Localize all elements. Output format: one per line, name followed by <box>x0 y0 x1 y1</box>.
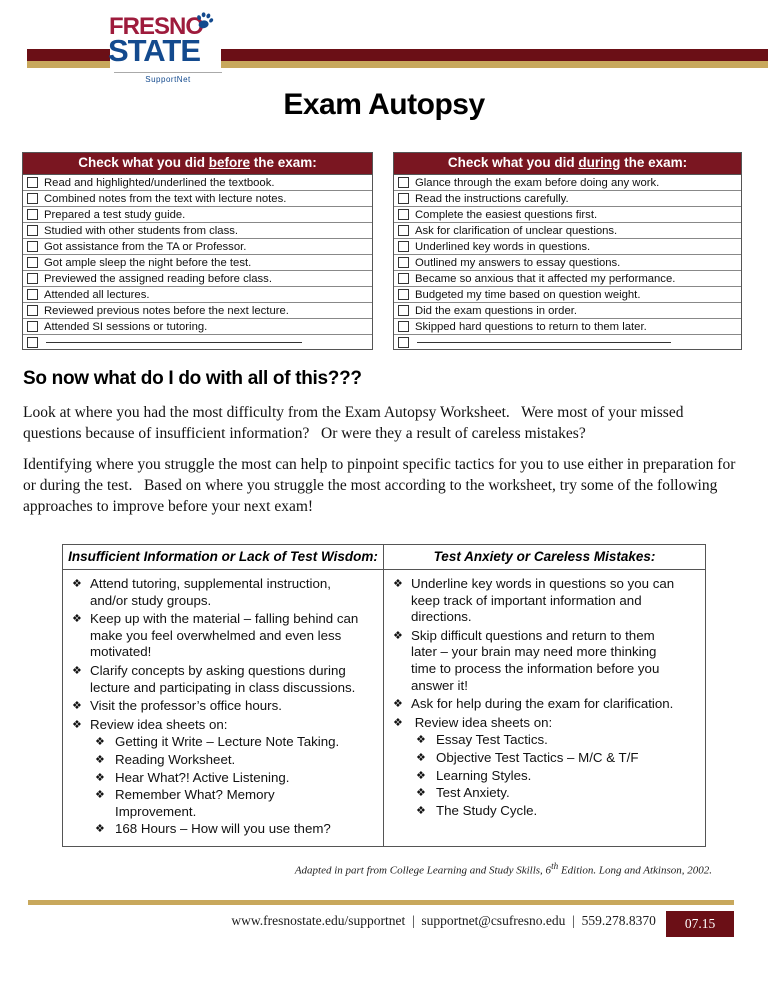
svg-text:STATE: STATE <box>108 33 200 68</box>
